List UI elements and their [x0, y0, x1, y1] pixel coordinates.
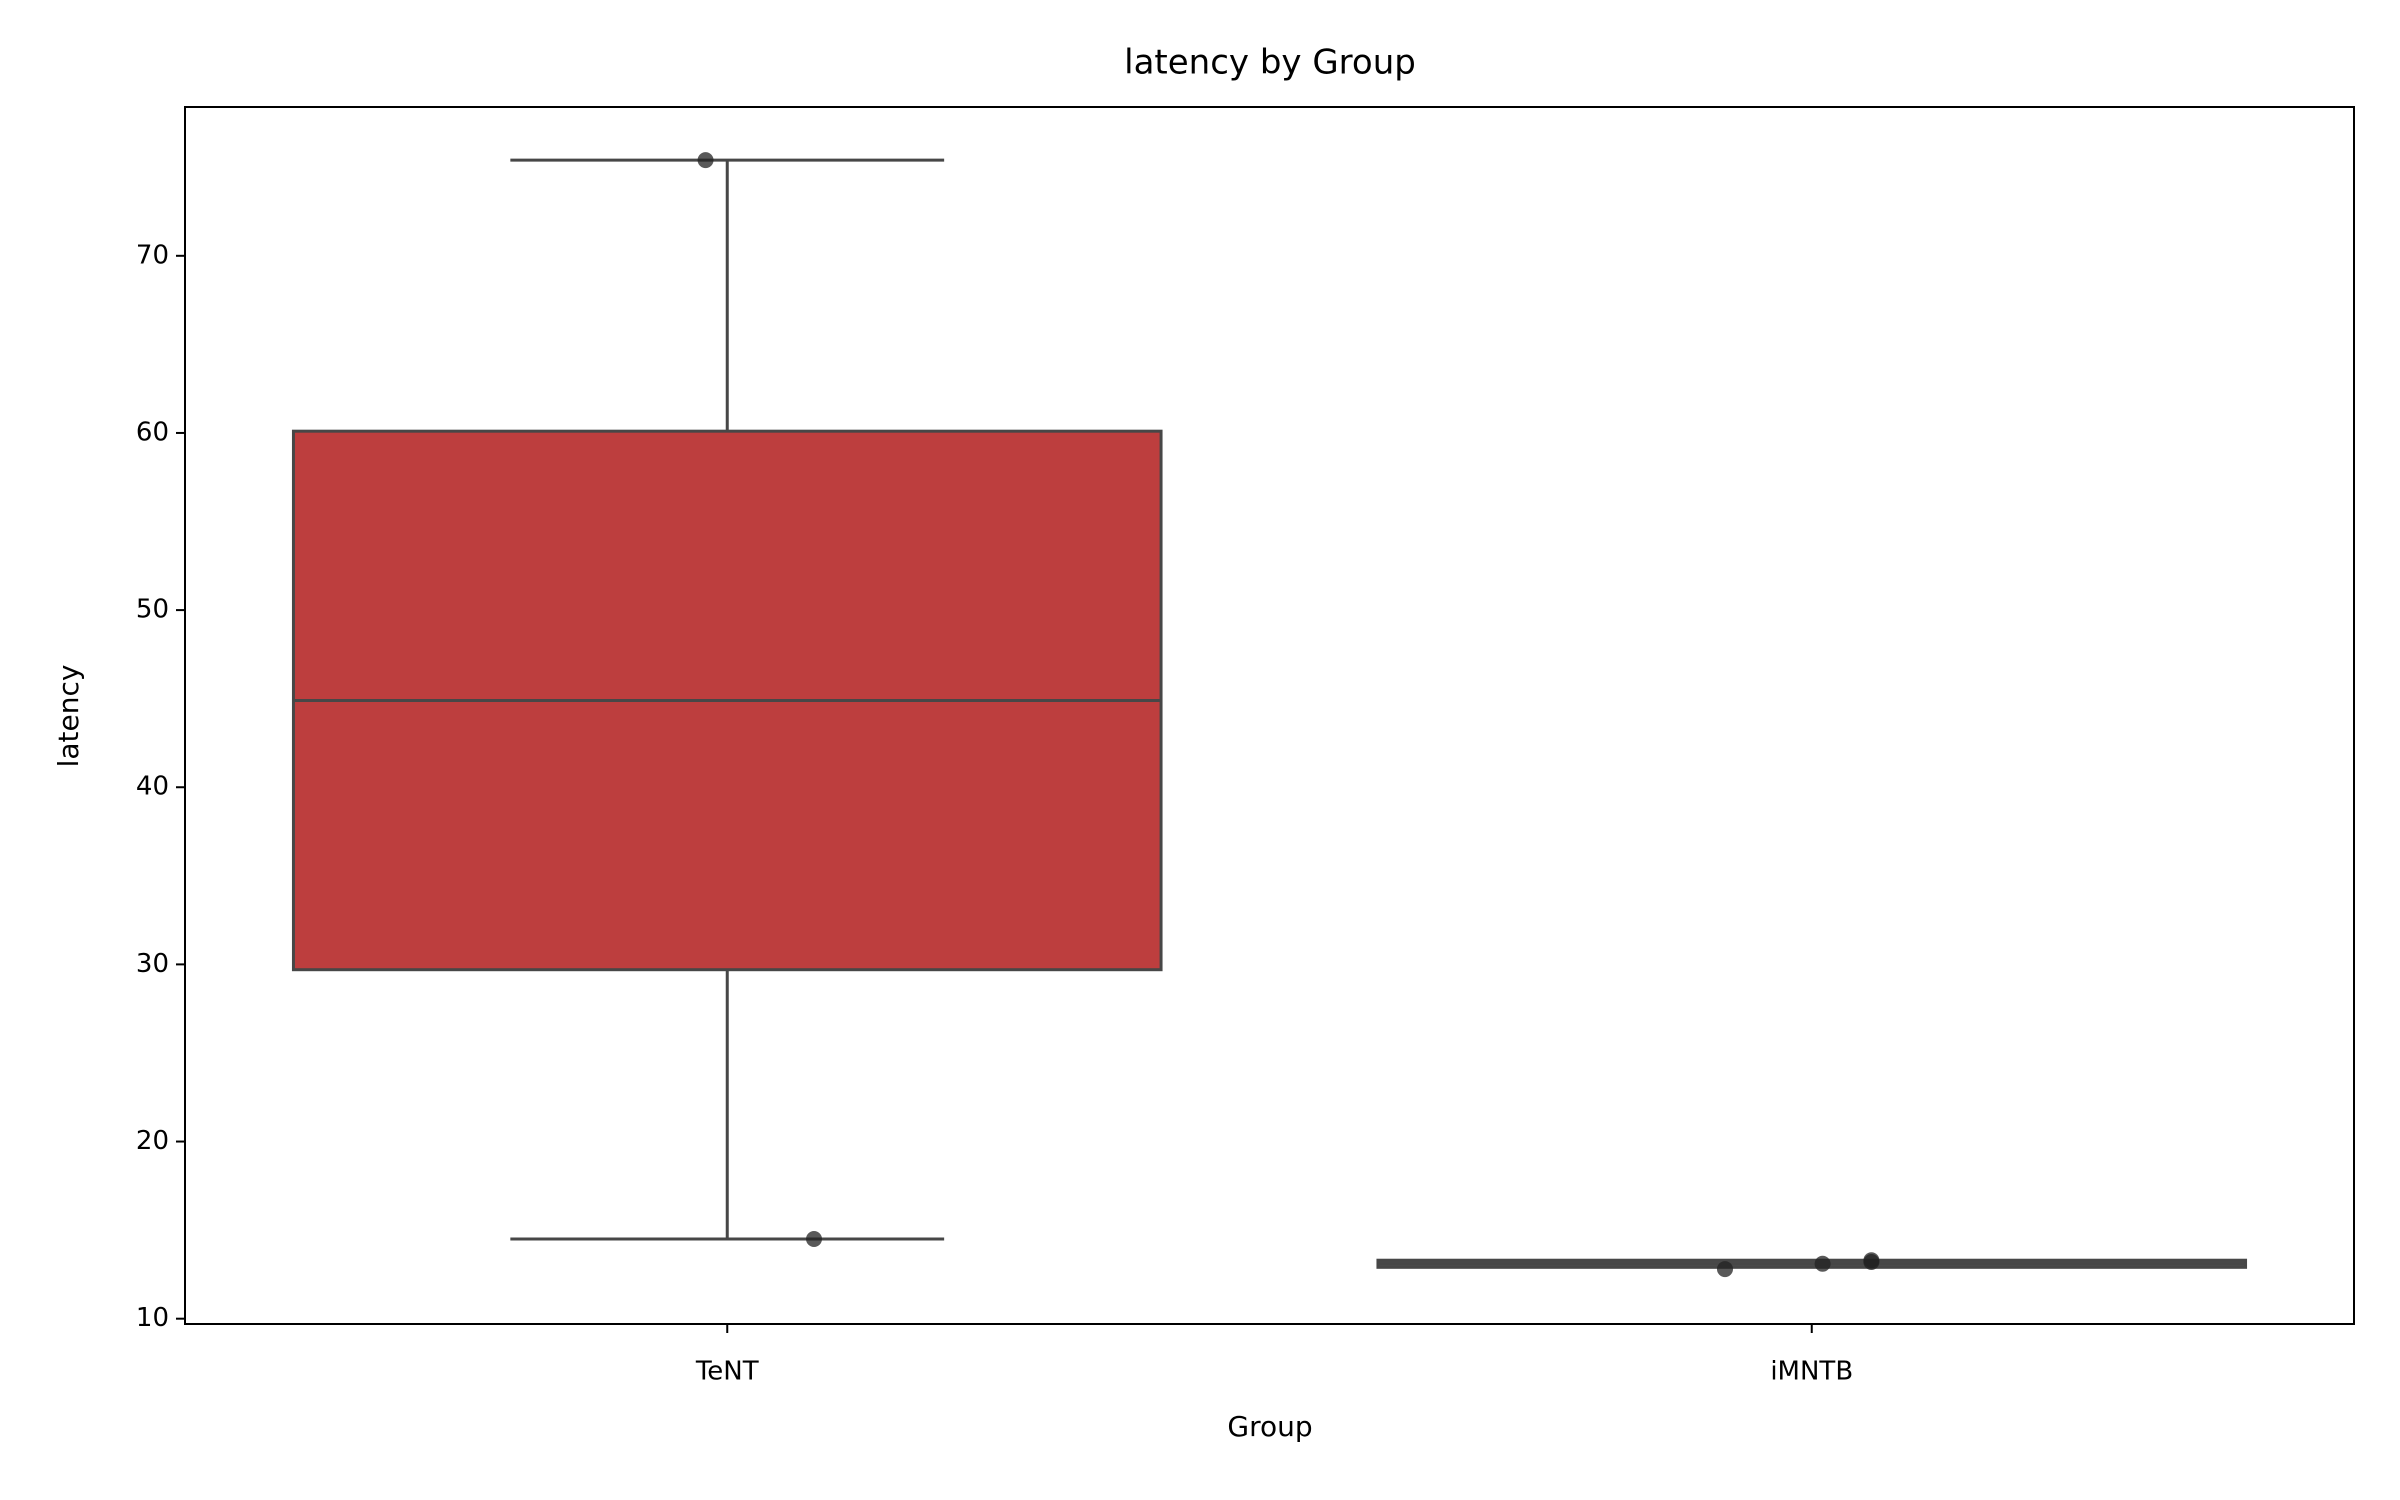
y-tick-label: 40 — [136, 772, 169, 802]
x-axis-label: Group — [1227, 1410, 1312, 1443]
data-point — [697, 152, 714, 169]
data-point — [1863, 1252, 1880, 1269]
y-tick-label: 60 — [136, 417, 169, 447]
data-point — [1716, 1261, 1733, 1278]
y-tick-label: 50 — [136, 595, 169, 625]
x-tick-label: TeNT — [695, 1357, 759, 1387]
y-tick-label: 20 — [136, 1126, 169, 1156]
y-tick-label: 30 — [136, 949, 169, 979]
y-tick-label: 10 — [136, 1303, 169, 1333]
chart-title: latency by Group — [1124, 43, 1416, 83]
y-tick-label: 70 — [136, 240, 169, 270]
x-tick-label: iMNTB — [1770, 1357, 1853, 1387]
data-point — [1814, 1255, 1831, 1272]
y-axis-label: latency — [52, 665, 85, 768]
data-point — [806, 1230, 823, 1247]
plot-frame — [184, 106, 2355, 1325]
